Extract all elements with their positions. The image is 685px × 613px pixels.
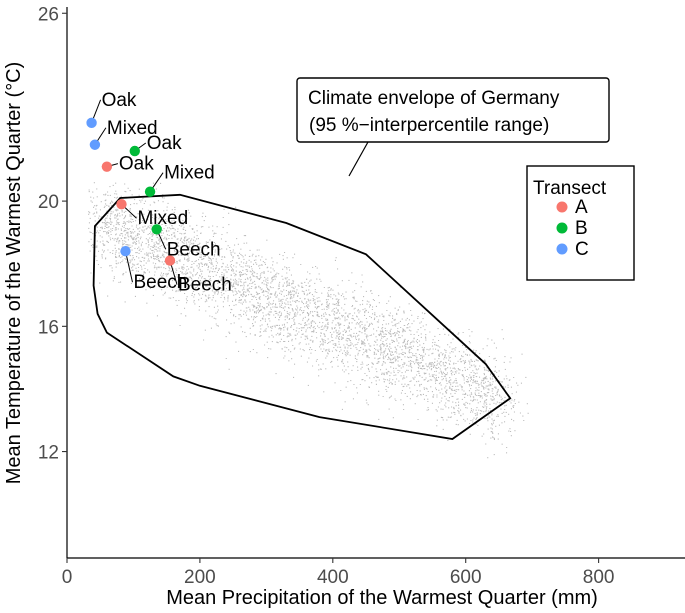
legend-label-c: C xyxy=(575,239,589,260)
data-point-c xyxy=(86,117,97,129)
point-label: Mixed xyxy=(107,118,158,139)
legend-entries: ABC xyxy=(556,197,589,260)
y-tick-label: 20 xyxy=(38,192,59,213)
x-tick-label: 200 xyxy=(184,567,216,588)
y-tick-label: 16 xyxy=(38,317,59,338)
envelope-label-line-1: Climate envelope of Germany xyxy=(308,88,560,109)
point-label-leader xyxy=(124,251,133,283)
data-point-b xyxy=(129,145,140,157)
x-tick-label: 800 xyxy=(583,567,615,588)
data-point-b xyxy=(151,224,162,235)
y-axis-title: Mean Temperature of the Warmest Quarter … xyxy=(3,62,25,485)
data-point-c xyxy=(120,245,131,257)
cloud-dots xyxy=(88,182,529,459)
point-label: Mixed xyxy=(164,163,215,184)
data-point-b xyxy=(144,186,156,197)
data-point-a xyxy=(116,199,127,210)
x-tick-label: 600 xyxy=(450,567,482,588)
envelope-callout-box xyxy=(296,77,610,143)
point-label: Mixed xyxy=(137,208,188,229)
x-tick-label: 0 xyxy=(62,567,73,588)
envelope-callout-leader xyxy=(348,141,369,177)
data-point-a xyxy=(101,161,113,172)
point-label: Oak xyxy=(102,90,137,111)
legend-key-a xyxy=(556,201,568,213)
legend: Transect ABC xyxy=(526,165,635,281)
legend-label-b: B xyxy=(575,218,588,239)
point-label: Oak xyxy=(147,133,182,154)
y-tick-label: 12 xyxy=(38,443,59,464)
background-point-cloud xyxy=(88,182,529,459)
envelope-label-line-2: (95 %−interpercentile range) xyxy=(309,115,549,136)
axes xyxy=(66,7,685,559)
legend-title: Transect xyxy=(533,178,607,199)
x-tick-label: 400 xyxy=(317,567,349,588)
tick-marks: 0 200 400 600 800 12 16 20 26 xyxy=(38,4,615,588)
climate-envelope-polygon xyxy=(92,193,512,440)
y-tick-label: 26 xyxy=(38,4,59,25)
legend-key-b xyxy=(556,222,568,234)
point-label: Beech xyxy=(167,239,221,260)
legend-key-c xyxy=(556,243,568,255)
legend-box xyxy=(526,165,635,281)
x-axis-title: Mean Precipitation of the Warmest Quarte… xyxy=(166,587,598,609)
point-label: Beech xyxy=(133,272,187,293)
point-label: Beech xyxy=(178,275,232,296)
envelope-callout: Climate envelope of Germany (95 %−interp… xyxy=(296,77,610,177)
data-point-a xyxy=(164,255,176,266)
point-label: Oak xyxy=(119,154,154,175)
data-point-c xyxy=(89,139,101,150)
legend-label-a: A xyxy=(575,197,588,218)
data-points xyxy=(86,117,176,266)
